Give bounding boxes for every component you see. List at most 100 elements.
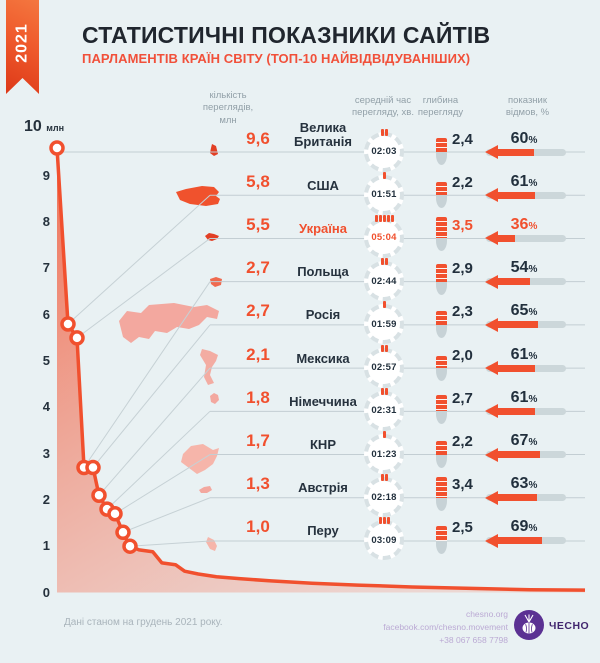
- bounce-rate-value: 63%: [510, 475, 538, 493]
- avg-time-value: 01:59: [371, 318, 397, 330]
- scroll-depth-icon: [436, 395, 447, 412]
- avg-time-value: 01:23: [371, 448, 397, 460]
- footer-site: chesno.org: [465, 609, 508, 619]
- country-row: 9,6 Велика Британія 02:03 2,4 60%: [0, 121, 600, 174]
- country-name: Німеччина: [289, 393, 357, 409]
- avg-time-value: 03:09: [371, 534, 397, 546]
- clock-icon: 01:59: [364, 301, 404, 345]
- bounce-arrow-body: [498, 537, 542, 545]
- clock-minute-ticks: [364, 171, 404, 179]
- bounce-arrow-head-icon: [485, 188, 498, 203]
- clock-minute-ticks: [364, 301, 404, 309]
- scroll-depth-icon: [436, 356, 447, 369]
- y-axis-tick: 7: [42, 260, 50, 276]
- y-axis-tick: 9: [42, 167, 50, 183]
- clock-minute-ticks: [364, 214, 404, 222]
- views-value: 5,5: [246, 214, 270, 234]
- scroll-depth-icon: [436, 477, 447, 498]
- scroll-depth-icon: [436, 264, 447, 282]
- bounce-rate-value: 60%: [510, 129, 538, 147]
- y-axis-tick: 4: [42, 399, 50, 415]
- views-value: 9,6: [246, 128, 270, 148]
- column-header-bounce: показник відмов, %: [505, 95, 550, 119]
- bounce-arrow-head-icon: [485, 231, 498, 246]
- bounce-arrow-head-icon: [485, 447, 498, 462]
- country-name: Україна: [298, 220, 347, 236]
- scroll-depth-icon: [436, 525, 447, 541]
- bounce-rate-value: 36%: [510, 215, 538, 233]
- bounce-rate-value: 61%: [510, 388, 538, 406]
- country-name: Польща: [297, 264, 349, 280]
- country-name: США: [307, 177, 339, 193]
- scroll-depth-icon-tail: [436, 368, 447, 382]
- connector-line: [92, 324, 211, 468]
- scroll-depth-icon-tail: [436, 324, 447, 338]
- scroll-depth-icon-tail: [436, 152, 447, 165]
- country-row: 1,3 Австрія 02:18 3,4 63%: [0, 474, 600, 519]
- clock-minute-ticks: [364, 387, 404, 395]
- clock-icon: 02:31: [364, 387, 404, 431]
- data-point-marker: [91, 487, 107, 504]
- scroll-depth-icon: [436, 441, 447, 455]
- country-name: КНР: [310, 437, 336, 452]
- clock-icon: 03:09: [364, 517, 404, 561]
- column-header-depth: глибина перегляду: [417, 95, 464, 119]
- country-name: Велика Британія: [294, 120, 352, 150]
- scroll-depth-icon-tail: [436, 454, 447, 468]
- connector-line: [98, 367, 211, 496]
- bounce-arrow-head-icon: [485, 145, 498, 159]
- clock-icon: 02:57: [364, 344, 404, 388]
- bounce-rate-value: 69%: [510, 518, 538, 536]
- depth-value: 2,7: [452, 389, 473, 407]
- country-row: 2,7 Польща 02:44 2,9 54%: [0, 258, 600, 303]
- scroll-depth-icon: [436, 311, 447, 325]
- bounce-rate-value: 61%: [510, 345, 538, 363]
- connector-line: [129, 540, 211, 547]
- bounce-arrow-head-icon: [485, 317, 498, 332]
- depth-value: 2,0: [452, 346, 473, 364]
- axis-max-label: 10 млн: [24, 118, 65, 135]
- country-row: 1,8 Німеччина 02:31 2,7 61%: [0, 387, 600, 433]
- country-row: 1,0 Перу 03:09 2,5 69%: [0, 517, 600, 562]
- avg-time-value: 05:04: [371, 232, 397, 244]
- column-header-views: кількість переглядів, млн: [202, 90, 254, 126]
- depth-value: 2,4: [452, 130, 473, 148]
- views-value: 5,8: [246, 171, 270, 191]
- clock-minute-ticks: [364, 517, 404, 525]
- avg-time-value: 02:31: [371, 405, 397, 417]
- country-name: Австрія: [298, 480, 348, 496]
- bounce-arrow-head-icon: [485, 361, 498, 376]
- country-name: Росія: [305, 307, 341, 323]
- map-icon-austria: [199, 486, 212, 493]
- clock-icon: 05:04: [364, 214, 404, 258]
- country-row: 1,7 КНР 01:23 2,2 67%: [0, 431, 600, 476]
- depth-value: 3,5: [452, 216, 473, 234]
- bounce-arrow-head-icon: [485, 404, 498, 419]
- bounce-arrow-head-icon: [485, 533, 498, 548]
- depth-value: 3,4: [452, 476, 473, 494]
- avg-time-value: 02:18: [371, 491, 397, 503]
- bounce-rate-value: 65%: [510, 302, 538, 320]
- y-axis-tick: 3: [42, 445, 50, 461]
- map-icon-russia: [119, 303, 219, 343]
- bounce-arrow-body: [498, 494, 537, 502]
- clock-minute-ticks: [364, 258, 404, 266]
- scroll-depth-icon-tail: [436, 195, 447, 209]
- map-icon-mexico: [200, 349, 218, 385]
- connector-line: [83, 281, 211, 468]
- avg-time-value: 02:03: [371, 146, 397, 157]
- clock-face: 02:31: [364, 390, 404, 431]
- clock-minute-ticks: [364, 431, 404, 439]
- clock-face: 02:44: [364, 261, 404, 302]
- scroll-depth-icon-tail: [436, 238, 447, 252]
- bounce-arrow-body: [498, 148, 535, 156]
- bounce-arrow-body: [498, 278, 530, 286]
- country-row: 2,7 Росія 01:59 2,3 65%: [0, 301, 600, 346]
- views-value: 1,0: [246, 517, 270, 537]
- y-axis-tick: 1: [42, 538, 50, 554]
- connector-line: [122, 497, 211, 533]
- clock-face: 02:03: [364, 131, 404, 172]
- clock-icon: 02:03: [364, 128, 404, 172]
- clock-icon: 01:23: [364, 431, 404, 475]
